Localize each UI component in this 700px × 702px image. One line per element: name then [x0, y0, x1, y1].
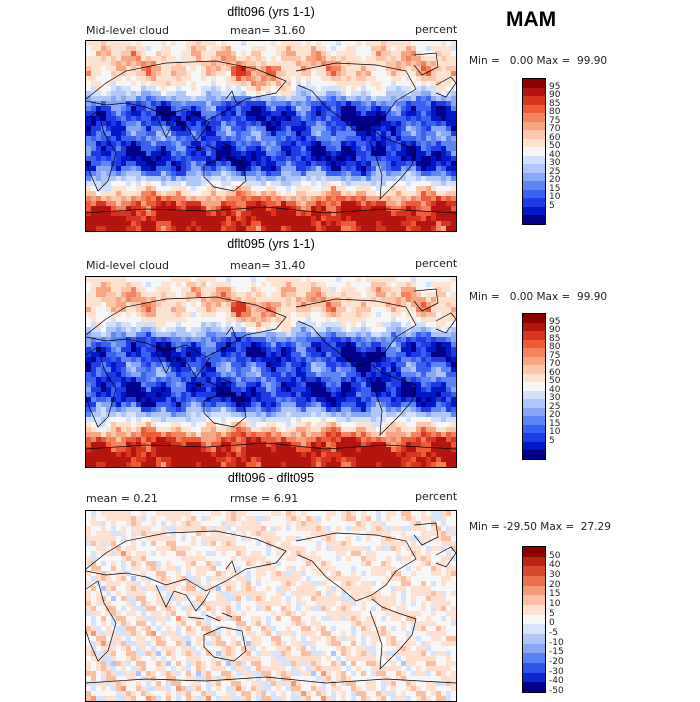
colorbar-swatch	[523, 340, 545, 349]
panel-2-map-svg	[86, 277, 456, 467]
colorbar-swatch	[523, 408, 545, 417]
colorbar-swatch	[523, 357, 545, 366]
panel-2-minmax: Min = 0.00 Max = 99.90	[469, 291, 607, 303]
panel-1-variable-label: Mid-level cloud	[86, 24, 169, 37]
panel-2-colorbar	[522, 313, 546, 460]
colorbar-swatch	[523, 331, 545, 340]
colorbar-swatch	[523, 399, 545, 408]
colorbar-label: -30	[549, 667, 564, 677]
colorbar-label: 40	[549, 560, 560, 570]
colorbar-swatch	[523, 105, 545, 114]
colorbar-label: 5	[549, 201, 555, 211]
colorbar-swatch	[523, 663, 545, 673]
colorbar-label: 50	[549, 551, 560, 561]
colorbar-label: 0	[549, 618, 555, 628]
field-cells	[86, 511, 456, 701]
colorbar-swatch	[523, 181, 545, 190]
colorbar-label: 30	[549, 570, 560, 580]
colorbar-swatch	[523, 374, 545, 383]
colorbar-swatch	[523, 164, 545, 173]
colorbar-swatch	[523, 323, 545, 332]
panel-1-units: percent	[415, 23, 457, 36]
colorbar-swatch	[523, 130, 545, 139]
panel-1-colorbar	[522, 78, 546, 225]
colorbar-label: -10	[549, 638, 564, 648]
colorbar-swatch	[523, 190, 545, 199]
colorbar-swatch	[523, 215, 545, 224]
colorbar-swatch	[523, 122, 545, 131]
panel-1-minmax: Min = 0.00 Max = 99.90	[469, 55, 607, 67]
colorbar-label: -20	[549, 657, 564, 667]
colorbar-swatch	[523, 156, 545, 165]
colorbar-swatch	[523, 450, 545, 459]
colorbar-label: 5	[549, 436, 555, 446]
colorbar-label: -50	[549, 686, 564, 696]
panel-1-map-svg	[86, 41, 456, 231]
colorbar-swatch	[523, 547, 545, 557]
colorbar-swatch	[523, 391, 545, 400]
colorbar-swatch	[523, 653, 545, 663]
panel-2-title: dflt095 (yrs 1-1)	[86, 237, 456, 251]
colorbar-swatch	[523, 207, 545, 216]
panel-3-map	[85, 510, 457, 702]
colorbar-label: -5	[549, 628, 558, 638]
colorbar-swatch	[523, 139, 545, 148]
colorbar-label: 15	[549, 589, 560, 599]
colorbar-swatch	[523, 79, 545, 88]
panel-1-title: dflt096 (yrs 1-1)	[86, 5, 456, 19]
season-label: MAM	[506, 8, 556, 32]
colorbar-swatch	[523, 566, 545, 576]
panel-2-units: percent	[415, 257, 457, 270]
colorbar-swatch	[523, 96, 545, 105]
panel-3-map-svg	[86, 511, 456, 701]
colorbar-swatch	[523, 557, 545, 567]
colorbar-swatch	[523, 673, 545, 683]
colorbar-swatch	[523, 605, 545, 615]
colorbar-swatch	[523, 425, 545, 434]
colorbar-label: 5	[549, 609, 555, 619]
field-cells	[86, 277, 456, 467]
colorbar-swatch	[523, 416, 545, 425]
colorbar-swatch	[523, 576, 545, 586]
panel-1-mean: mean= 31.60	[230, 24, 305, 37]
colorbar-swatch	[523, 682, 545, 692]
colorbar-swatch	[523, 615, 545, 625]
colorbar-swatch	[523, 348, 545, 357]
colorbar-swatch	[523, 624, 545, 634]
panel-2-variable-label: Mid-level cloud	[86, 259, 169, 272]
colorbar-swatch	[523, 595, 545, 605]
colorbar-swatch	[523, 365, 545, 374]
panel-3-colorbar	[522, 546, 546, 693]
colorbar-swatch	[523, 442, 545, 451]
panel-3-title: dflt096 - dflt095	[86, 471, 456, 485]
colorbar-swatch	[523, 198, 545, 207]
colorbar-swatch	[523, 634, 545, 644]
colorbar-label: 10	[549, 599, 560, 609]
panel-2-mean: mean= 31.40	[230, 259, 305, 272]
colorbar-swatch	[523, 433, 545, 442]
panel-3-rmse: rmse = 6.91	[230, 492, 298, 505]
colorbar-swatch	[523, 147, 545, 156]
colorbar-swatch	[523, 113, 545, 122]
panel-3-minmax: Min = -29.50 Max = 27.29	[469, 521, 611, 533]
field-cells	[86, 41, 456, 231]
colorbar-label: -15	[549, 647, 564, 657]
panel-3-mean: mean = 0.21	[86, 492, 158, 505]
panel-2-map	[85, 276, 457, 468]
colorbar-swatch	[523, 88, 545, 97]
panel-3-units: percent	[415, 490, 457, 503]
colorbar-swatch	[523, 644, 545, 654]
panel-1-map	[85, 40, 457, 232]
colorbar-swatch	[523, 314, 545, 323]
colorbar-swatch	[523, 173, 545, 182]
colorbar-swatch	[523, 586, 545, 596]
colorbar-swatch	[523, 382, 545, 391]
colorbar-label: 20	[549, 580, 560, 590]
colorbar-label: -40	[549, 676, 564, 686]
